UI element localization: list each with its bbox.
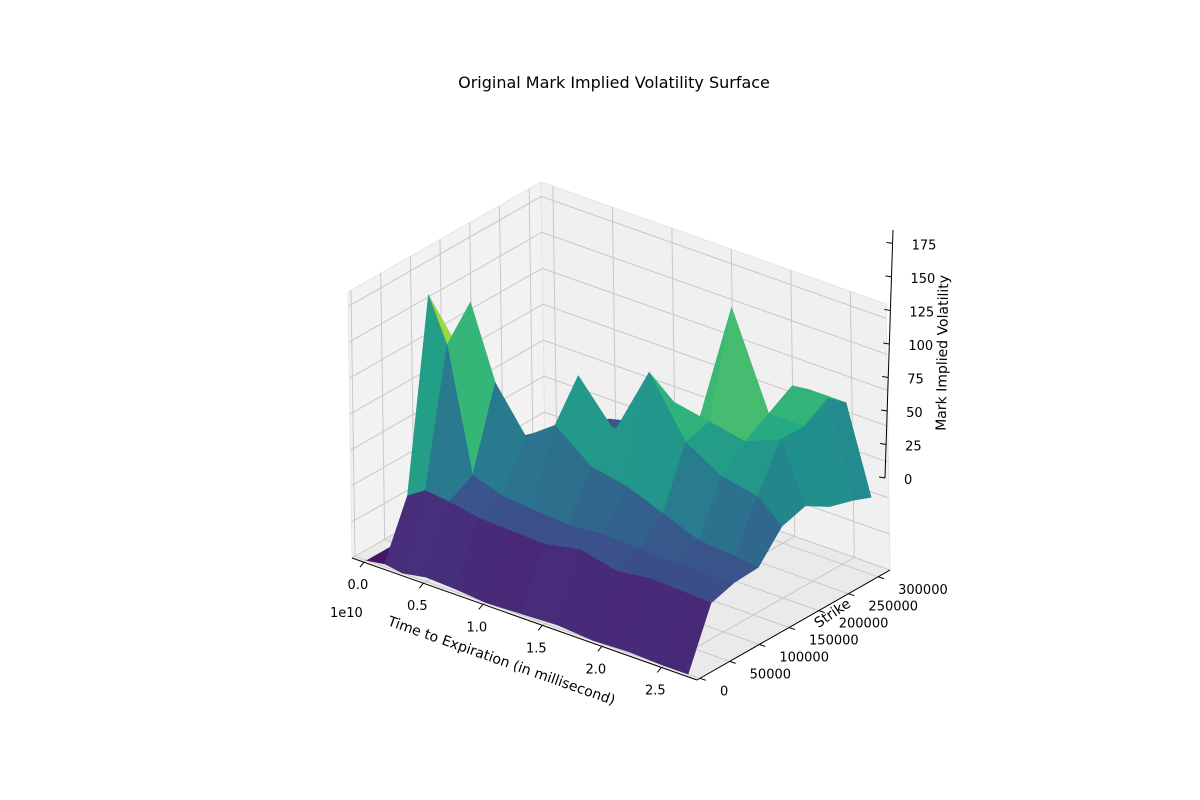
x-offset-label: 1e10 (330, 606, 363, 621)
x-tick-label: 1.0 (467, 620, 488, 635)
y-tick (788, 627, 796, 631)
grid-line-z (349, 267, 888, 391)
x-tick (656, 667, 662, 673)
x-tick (597, 646, 603, 652)
y-tick (729, 660, 736, 664)
x-tick-label: 2.5 (645, 683, 666, 698)
z-tick-label: 0 (904, 473, 912, 488)
z-tick (886, 241, 893, 244)
y-tick (877, 576, 885, 580)
y-axis-line (696, 569, 891, 681)
z-tick (882, 375, 889, 378)
tick-marks (351, 229, 894, 681)
y-tick-label: 250000 (868, 600, 918, 615)
y-tick-label: 50000 (750, 667, 791, 682)
z-tick (884, 308, 891, 311)
z-tick-label: 25 (905, 439, 922, 454)
y-tick (848, 593, 855, 597)
x-tick (537, 624, 543, 631)
x-tick-label: 0.0 (348, 578, 369, 593)
z-tick-label: 100 (908, 339, 933, 354)
z-axis-label: Mark Implied Volatility (934, 275, 953, 431)
y-tick (759, 643, 766, 647)
z-axis-line (884, 229, 894, 479)
x-tick (418, 582, 424, 589)
grid-line-z (349, 303, 888, 427)
y-tick (818, 610, 825, 614)
z-tick (883, 342, 890, 345)
x-axis-line (351, 557, 698, 681)
z-tick-label: 175 (912, 238, 937, 253)
grid-line-z (348, 231, 887, 355)
chart-title: Original Mark Implied Volatility Surface (458, 73, 770, 92)
z-tick-label: 75 (907, 372, 924, 387)
y-tick-label: 100000 (779, 650, 829, 665)
z-tick (879, 442, 887, 445)
z-tick-label: 150 (910, 272, 935, 287)
x-tick-label: 1.5 (526, 641, 547, 656)
z-tick-label: 125 (909, 305, 934, 320)
y-tick (699, 677, 707, 681)
x-tick-label: 2.0 (585, 662, 606, 677)
z-tick (878, 476, 886, 479)
surface-facet (663, 592, 712, 675)
z-tick-label: 50 (906, 406, 923, 421)
grid-line-z (347, 195, 887, 319)
z-tick (881, 409, 888, 412)
z-tick (885, 275, 892, 278)
x-tick (478, 603, 484, 610)
x-tick (359, 561, 365, 568)
y-tick-label: 150000 (809, 634, 859, 649)
x-tick-label: 0.5 (407, 599, 428, 614)
y-tick-label: 200000 (839, 617, 889, 632)
y-tick-label: 0 (720, 684, 728, 699)
surface-mesh (366, 294, 872, 675)
y-tick-label: 300000 (898, 583, 948, 598)
